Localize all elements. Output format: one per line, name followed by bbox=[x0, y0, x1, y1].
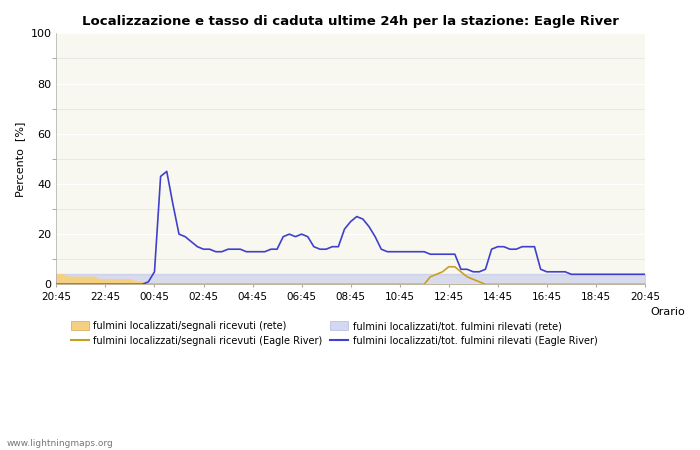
Y-axis label: Percento  [%]: Percento [%] bbox=[15, 121, 25, 197]
Text: www.lightningmaps.org: www.lightningmaps.org bbox=[7, 439, 113, 448]
Legend: fulmini localizzati/segnali ricevuti (rete), fulmini localizzati/segnali ricevut: fulmini localizzati/segnali ricevuti (re… bbox=[67, 317, 601, 350]
Title: Localizzazione e tasso di caduta ultime 24h per la stazione: Eagle River: Localizzazione e tasso di caduta ultime … bbox=[82, 15, 619, 28]
Text: Orario: Orario bbox=[651, 307, 685, 317]
